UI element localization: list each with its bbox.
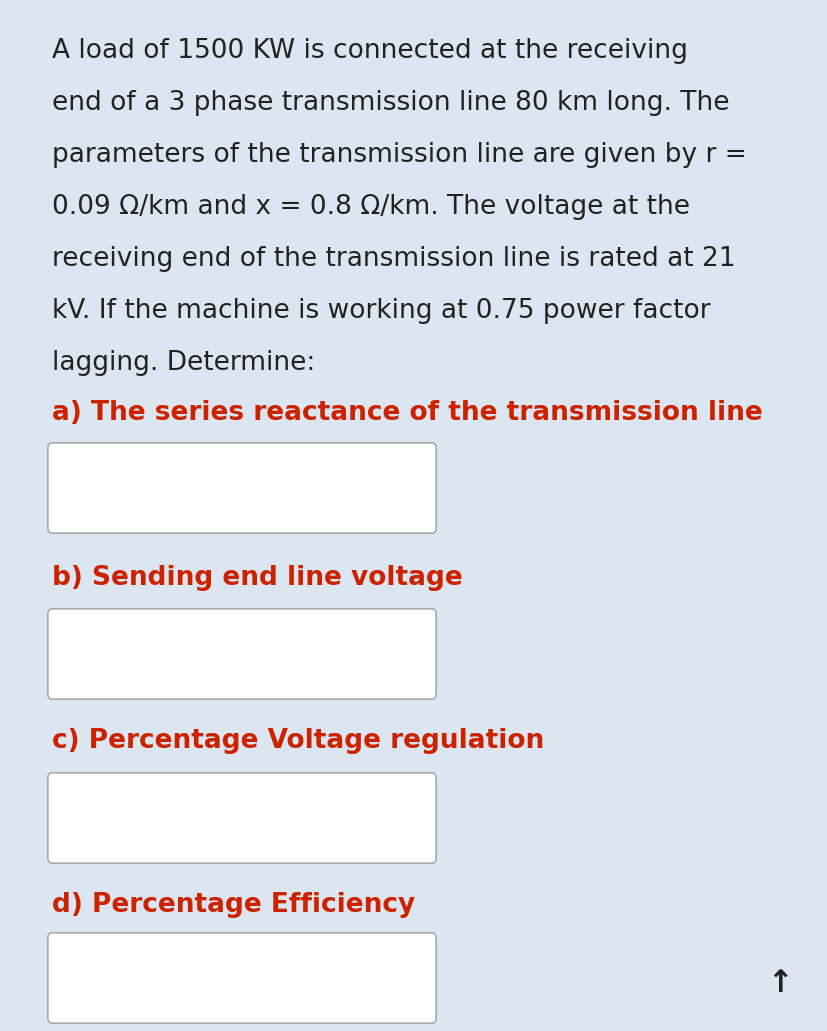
Text: A load of 1500 KW is connected at the receiving: A load of 1500 KW is connected at the re… [52, 38, 687, 64]
Text: 0.09 Ω/km and x = 0.8 Ω/km. The voltage at the: 0.09 Ω/km and x = 0.8 Ω/km. The voltage … [52, 194, 689, 220]
Text: parameters of the transmission line are given by r =: parameters of the transmission line are … [52, 142, 746, 168]
Text: lagging. Determine:: lagging. Determine: [52, 350, 315, 376]
FancyBboxPatch shape [48, 443, 436, 533]
Text: ↑: ↑ [767, 969, 791, 998]
Text: receiving end of the transmission line is rated at 21: receiving end of the transmission line i… [52, 246, 734, 272]
Text: kV. If the machine is working at 0.75 power factor: kV. If the machine is working at 0.75 po… [52, 298, 710, 324]
FancyBboxPatch shape [48, 773, 436, 863]
Text: c) Percentage Voltage regulation: c) Percentage Voltage regulation [52, 728, 543, 754]
Text: b) Sending end line voltage: b) Sending end line voltage [52, 565, 462, 591]
FancyBboxPatch shape [48, 933, 436, 1023]
FancyBboxPatch shape [48, 609, 436, 699]
Text: end of a 3 phase transmission line 80 km long. The: end of a 3 phase transmission line 80 km… [52, 90, 729, 117]
Text: d) Percentage Efficiency: d) Percentage Efficiency [52, 892, 415, 918]
Text: a) The series reactance of the transmission line: a) The series reactance of the transmiss… [52, 400, 762, 426]
